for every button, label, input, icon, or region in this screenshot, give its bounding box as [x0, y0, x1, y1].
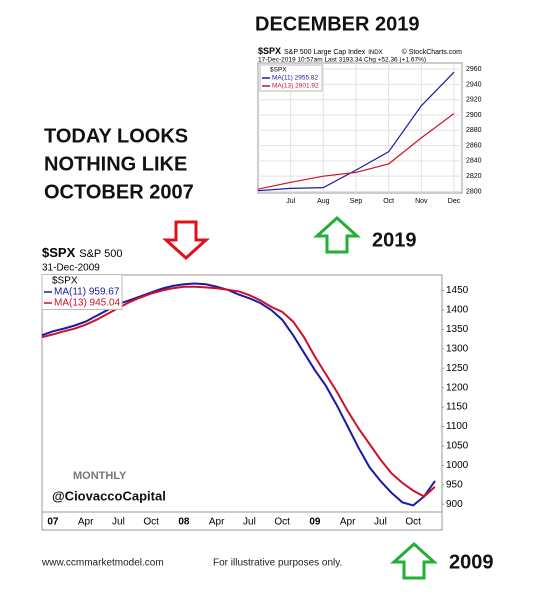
x-tick-label: Jul — [112, 517, 125, 528]
quote: 17-Dec-2019 10:57am Last 3193.34 Chg +52… — [258, 57, 426, 64]
legend-title: $SPX — [270, 67, 287, 74]
up-arrow — [313, 215, 361, 254]
left-text: TODAY LOOKS — [44, 125, 188, 147]
x-tick-label: Nov — [415, 198, 428, 205]
y-tick-label: 1400 — [446, 305, 469, 316]
y-tick-label: 950 — [446, 479, 463, 490]
y-tick-label: 1250 — [446, 363, 469, 374]
date: 31-Dec-2009 — [42, 263, 100, 274]
down-arrow — [162, 220, 210, 261]
y-tick-label: 1050 — [446, 441, 469, 452]
y-tick-label: 1100 — [446, 421, 468, 432]
footer-note: For illustrative purposes only. — [213, 558, 342, 569]
legend-label: MA(13) 945.04 — [54, 298, 121, 309]
y-tick-label: 900 — [446, 499, 463, 510]
x-tick-label: 09 — [309, 517, 321, 528]
legend-label: MA(13) 2901.92 — [272, 83, 319, 90]
x-tick-label: Oct — [143, 517, 159, 528]
label-2019: 2019 — [372, 229, 417, 251]
headline: DECEMBER 2019 — [255, 13, 420, 35]
chart-symbol: $SPX S&P 500 — [42, 245, 122, 260]
x-tick-label: Oct — [383, 198, 394, 205]
symbol: $SPX — [258, 46, 281, 56]
legend-title: $SPX — [52, 276, 78, 287]
series-line — [257, 113, 455, 190]
y-tick-label: 1150 — [446, 402, 468, 413]
x-axis-frame — [41, 511, 443, 531]
plot-frame — [257, 62, 463, 194]
legend-box — [41, 274, 123, 310]
title: S&P 500 Large Cap Index — [284, 49, 366, 56]
y-tick-label: 2840 — [466, 158, 482, 165]
series-line — [257, 71, 455, 192]
y-tick-label: 2880 — [466, 127, 482, 134]
y-tick-label: 2920 — [466, 97, 482, 104]
x-tick-label: 07 — [47, 517, 59, 528]
x-tick-label: Aug — [317, 198, 330, 205]
legend-box — [259, 64, 323, 92]
y-tick-label: 1450 — [446, 285, 469, 296]
x-tick-label: Oct — [274, 517, 290, 528]
y-tick-label: 2960 — [466, 66, 482, 73]
source: © StockCharts.com — [402, 48, 463, 56]
y-tick-label: 1300 — [446, 343, 469, 354]
title: S&P 500 — [79, 248, 122, 260]
x-tick-label: Sep — [350, 198, 363, 205]
footer-website: www.ccmmarketmodel.com — [41, 558, 164, 569]
x-tick-label: Jul — [243, 517, 256, 528]
left-text: OCTOBER 2007 — [44, 181, 194, 203]
y-tick-label: 2900 — [466, 112, 482, 119]
exchange: INDX — [368, 50, 382, 56]
x-tick-label: Jul — [286, 198, 295, 205]
y-tick-label: 1350 — [446, 324, 469, 335]
x-tick-label: Jul — [374, 517, 387, 528]
annotation: @CiovaccoCapital — [52, 488, 166, 503]
x-tick-label: Apr — [209, 517, 225, 528]
x-tick-label: Oct — [405, 517, 421, 528]
x-tick-label: 08 — [178, 517, 190, 528]
legend-label: MA(11) 2955.82 — [272, 75, 319, 82]
y-tick-label: 1200 — [446, 382, 469, 393]
label-2009: 2009 — [449, 551, 494, 573]
y-tick-label: 1000 — [446, 460, 469, 471]
watermark: MONTHLY — [73, 470, 127, 482]
y-tick-label: 2940 — [466, 81, 482, 88]
left-text: NOTHING LIKE — [44, 153, 187, 175]
chart-symbol: $SPX S&P 500 Large Cap Index INDX — [258, 46, 383, 56]
y-tick-label: 2860 — [466, 142, 482, 149]
symbol: $SPX — [42, 245, 76, 260]
legend-label: MA(11) 959.67 — [54, 287, 120, 298]
x-tick-label: Apr — [78, 517, 94, 528]
up-arrow — [390, 541, 438, 580]
series-line — [41, 285, 436, 498]
y-tick-label: 2820 — [466, 173, 482, 180]
x-tick-label: Dec — [448, 198, 461, 205]
y-tick-label: 2800 — [466, 188, 482, 195]
x-tick-label: Apr — [340, 517, 356, 528]
